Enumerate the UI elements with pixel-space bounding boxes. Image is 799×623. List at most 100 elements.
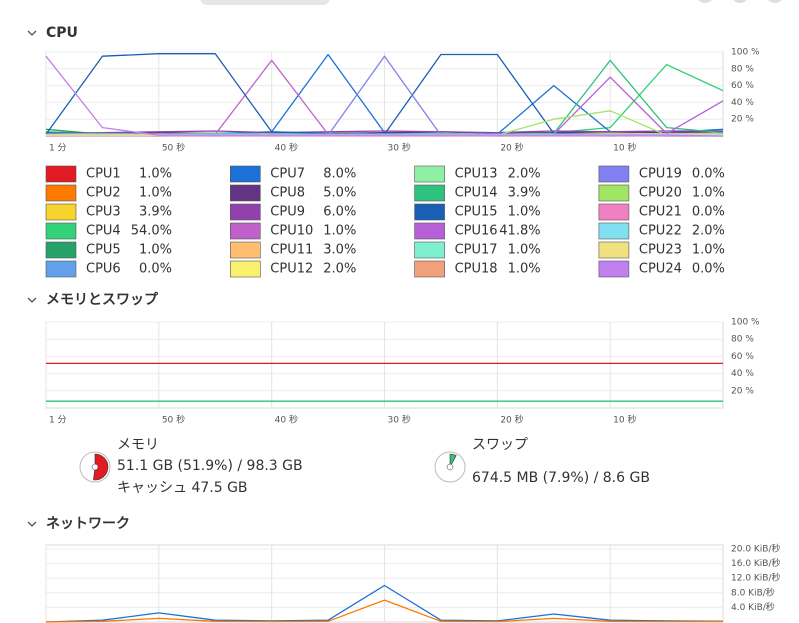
legend-name: CPU1	[86, 167, 121, 182]
legend-name: CPU20	[639, 186, 682, 201]
legend-swatch	[230, 222, 261, 240]
legend-swatch	[230, 260, 261, 278]
x-tick-label: 10 秒	[613, 414, 636, 426]
x-tick-label: 20 秒	[500, 414, 523, 426]
legend-value: 1.0%	[692, 243, 725, 258]
legend-swatch	[414, 260, 445, 278]
legend-name: CPU14	[455, 186, 498, 201]
x-tick-label: 40 秒	[275, 414, 298, 426]
legend-name: CPU6	[86, 262, 121, 277]
x-tick-label: 1 分	[49, 143, 67, 154]
legend-value: 1.0%	[139, 243, 172, 258]
x-tick-label: 50 秒	[162, 142, 185, 154]
legend-swatch	[598, 241, 630, 259]
window-button[interactable]	[731, 0, 749, 3]
pie-slice	[93, 453, 109, 481]
legend-name: CPU10	[270, 224, 313, 239]
memory-cache: キャッシュ 47.5 GB	[117, 480, 248, 496]
legend-swatch	[598, 203, 630, 221]
swap-usage: 674.5 MB (7.9%) / 8.6 GB	[472, 470, 650, 486]
legend-value: 1.0%	[323, 224, 356, 239]
tab-button[interactable]	[200, 0, 330, 5]
legend-value: 2.0%	[692, 224, 725, 239]
section-heading[interactable]: メモリとスワップ	[46, 292, 159, 308]
y-tick-label: 100 %	[731, 318, 760, 328]
x-tick-label: 20 秒	[500, 142, 523, 154]
legend-value: 0.0%	[692, 205, 725, 220]
expander[interactable]	[27, 30, 37, 36]
legend-name: CPU17	[455, 243, 498, 258]
legend-name: CPU12	[270, 262, 313, 277]
memory-label: メモリ	[117, 437, 159, 453]
window-button[interactable]	[766, 0, 784, 3]
legend-value: 3.9%	[139, 205, 172, 220]
section-heading[interactable]: ネットワーク	[46, 516, 130, 532]
legend-swatch	[598, 222, 630, 240]
legend-swatch	[598, 260, 630, 278]
expander[interactable]	[27, 297, 37, 303]
series-line	[45, 584, 724, 623]
legend-value: 1.0%	[508, 262, 541, 277]
legend-value: 6.0%	[323, 205, 356, 220]
legend-name: CPU19	[639, 167, 682, 182]
x-tick-label: 40 秒	[275, 142, 298, 154]
legend-value: 1.0%	[508, 205, 541, 220]
legend-swatch	[414, 165, 445, 183]
legend-name: CPU15	[455, 205, 498, 220]
legend-name: CPU23	[639, 243, 682, 258]
y-tick-label: 60 %	[731, 352, 754, 362]
legend-value: 41.8%	[499, 224, 540, 239]
legend-name: CPU2	[86, 186, 121, 201]
x-tick-label: 50 秒	[162, 414, 185, 426]
legend-value: 2.0%	[323, 262, 356, 277]
y-tick-label: 100 %	[731, 48, 760, 58]
legend-name: CPU4	[86, 224, 121, 239]
legend-value: 0.0%	[692, 262, 725, 277]
expander[interactable]	[27, 521, 37, 527]
y-tick-label: 12.0 KiB/秒	[731, 572, 781, 584]
section-heading[interactable]: CPU	[46, 25, 78, 41]
series-line	[45, 599, 723, 623]
legend-name: CPU3	[86, 205, 121, 220]
legend-name: CPU8	[270, 186, 305, 201]
pie-center	[91, 463, 99, 471]
x-tick-label: 1 分	[49, 415, 67, 426]
legend-swatch	[414, 203, 445, 221]
legend-value: 1.0%	[139, 167, 172, 182]
legend-name: CPU9	[270, 205, 305, 220]
legend-value: 3.0%	[323, 243, 356, 258]
y-tick-label: 20.0 KiB/秒	[731, 543, 781, 555]
legend-swatch	[414, 222, 445, 240]
legend-value: 8.0%	[323, 167, 356, 182]
legend-value: 0.0%	[139, 262, 172, 277]
legend-name: CPU24	[639, 262, 682, 277]
pie-center	[446, 463, 454, 471]
y-tick-label: 60 %	[731, 81, 754, 91]
legend-value: 0.0%	[692, 167, 725, 182]
y-tick-label: 40 %	[731, 369, 754, 379]
legend-swatch	[45, 203, 77, 221]
legend-name: CPU16	[455, 224, 498, 239]
swap-label: スワップ	[472, 437, 528, 453]
legend-swatch	[230, 241, 261, 259]
legend-name: CPU13	[455, 167, 498, 182]
y-tick-label: 8.0 KiB/秒	[731, 586, 775, 598]
legend-swatch	[230, 203, 261, 221]
legend-name: CPU11	[270, 243, 313, 258]
series-line	[45, 55, 724, 137]
legend-value: 1.0%	[692, 186, 725, 201]
memory-usage: 51.1 GB (51.9%) / 98.3 GB	[117, 458, 303, 474]
window-button[interactable]	[696, 0, 714, 3]
legend-value: 2.0%	[508, 167, 541, 182]
legend-swatch	[45, 260, 77, 278]
x-tick-label: 10 秒	[613, 142, 636, 154]
x-tick-label: 30 秒	[388, 414, 411, 426]
legend-swatch	[45, 184, 77, 202]
series-line	[45, 130, 723, 135]
legend-swatch	[414, 241, 445, 259]
legend-name: CPU21	[639, 205, 682, 220]
legend-name: CPU5	[86, 243, 121, 258]
legend-swatch	[414, 184, 445, 202]
legend-value: 54.0%	[131, 224, 172, 239]
